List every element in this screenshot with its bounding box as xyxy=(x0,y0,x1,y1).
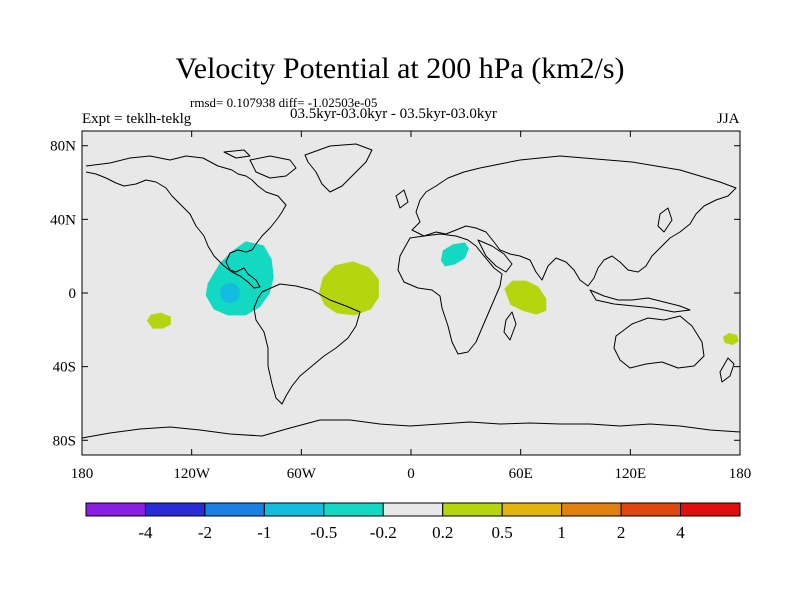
coast-arabia xyxy=(477,239,513,273)
lon-tick-label: 120E xyxy=(614,466,646,482)
lat-tick-label: 80N xyxy=(50,139,76,155)
lon-tick-label: 60W xyxy=(287,466,317,482)
colorbar-box xyxy=(144,502,206,517)
anomaly-new-zealand xyxy=(722,333,739,346)
colorbar-label: 2 xyxy=(617,523,626,542)
colorbar-label: -2 xyxy=(198,523,212,542)
colorbar-label: 0.5 xyxy=(492,523,513,542)
anomaly-indian-ocean-shape xyxy=(504,280,547,315)
lat-tick-label: 0 xyxy=(69,286,77,302)
coast-eurasia xyxy=(411,155,737,287)
coast-british-isles xyxy=(395,189,409,209)
lat-tick-label: 80S xyxy=(53,433,76,449)
lat-tick-label: 40N xyxy=(50,212,76,228)
coast-japan xyxy=(657,207,673,233)
anomaly-central-america-core xyxy=(220,283,241,303)
anomaly-north-africa-shape xyxy=(440,242,469,267)
colorbar-label: 0.2 xyxy=(432,523,453,542)
colorbar-box xyxy=(561,502,622,517)
stats-line: rmsd= 0.107938 diff= -1.02503e-05 xyxy=(190,95,378,110)
coastlines xyxy=(81,143,741,439)
colorbar-box xyxy=(680,502,741,517)
map-axes: 80N 40N 0 40S 80S 180 120W 60W 0 60E 120E 180 xyxy=(50,131,751,482)
colorbar-label: 4 xyxy=(676,523,685,542)
anomaly-south-pacific-shape xyxy=(146,312,171,329)
colorbar-box xyxy=(204,502,265,517)
coast-new-zealand xyxy=(719,357,735,383)
coast-africa xyxy=(397,233,503,355)
colorbar-label: 1 xyxy=(557,523,566,542)
coast-arctic-islands xyxy=(223,149,297,179)
anomaly-central-america-core-shape xyxy=(220,283,241,303)
lon-tick-label: 180 xyxy=(71,466,94,482)
colorbar-label: -0.5 xyxy=(310,523,337,542)
lon-tick-label: 120W xyxy=(173,466,211,482)
lon-tick-label: 60E xyxy=(509,466,533,482)
anomaly-new-zealand-shape xyxy=(722,333,739,346)
coast-indonesia xyxy=(589,289,691,313)
coast-australia xyxy=(613,315,705,369)
anomaly-north-africa xyxy=(440,242,469,267)
map-panel xyxy=(81,130,741,456)
lon-tick-label: 180 xyxy=(729,466,752,482)
colorbar-box xyxy=(442,502,503,517)
colorbar-box xyxy=(263,502,325,517)
colorbar-box xyxy=(382,502,444,517)
map-title: Velocity Potential at 200 hPa (km2/s) xyxy=(175,52,625,85)
coast-south-america xyxy=(253,283,361,405)
colorbar-box xyxy=(501,502,563,517)
lon-tick-label: 0 xyxy=(407,466,415,482)
coast-north-america xyxy=(85,155,287,289)
experiment-label: Expt = teklh-teklg xyxy=(82,111,192,127)
colorbar-label: -4 xyxy=(138,523,153,542)
period-label: 03.5kyr-03.0kyr - 03.5kyr-03.0kyr xyxy=(290,106,497,122)
season-label: JJA xyxy=(717,111,740,127)
colorbar-label: -1 xyxy=(257,523,271,542)
anomaly-south-pacific xyxy=(146,312,171,329)
colorbar-box xyxy=(85,502,146,517)
coast-antarctica xyxy=(81,419,741,439)
colorbar-label: -0.2 xyxy=(370,523,397,542)
colorbar-box xyxy=(620,502,682,517)
ocean-background xyxy=(82,131,740,455)
coast-greenland xyxy=(304,143,373,193)
colorbar: -4 -2 -1 -0.5 -0.2 0.2 0.5 1 2 4 xyxy=(85,502,741,542)
anomaly-indian-ocean xyxy=(504,280,547,315)
colorbar-box xyxy=(323,502,384,517)
coast-madagascar xyxy=(503,311,517,341)
lat-tick-label: 40S xyxy=(53,360,76,376)
